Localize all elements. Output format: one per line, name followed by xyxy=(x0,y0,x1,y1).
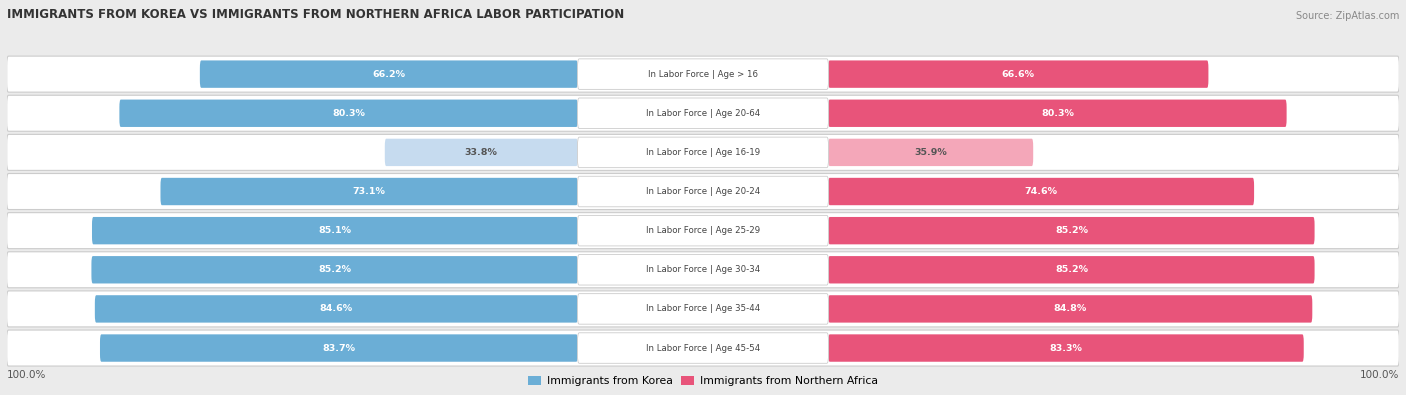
FancyBboxPatch shape xyxy=(7,56,1399,92)
FancyBboxPatch shape xyxy=(7,252,1399,288)
FancyBboxPatch shape xyxy=(578,293,828,324)
Text: 73.1%: 73.1% xyxy=(353,187,385,196)
FancyBboxPatch shape xyxy=(160,178,578,205)
Text: Source: ZipAtlas.com: Source: ZipAtlas.com xyxy=(1296,11,1399,21)
FancyBboxPatch shape xyxy=(578,98,828,128)
Text: 80.3%: 80.3% xyxy=(1040,109,1074,118)
Text: In Labor Force | Age 45-54: In Labor Force | Age 45-54 xyxy=(645,344,761,353)
FancyBboxPatch shape xyxy=(7,134,1399,170)
FancyBboxPatch shape xyxy=(100,334,578,362)
FancyBboxPatch shape xyxy=(91,217,578,245)
Text: 84.6%: 84.6% xyxy=(319,305,353,313)
Text: 100.0%: 100.0% xyxy=(7,370,46,380)
FancyBboxPatch shape xyxy=(7,330,1399,366)
Text: 35.9%: 35.9% xyxy=(914,148,948,157)
FancyBboxPatch shape xyxy=(94,295,578,323)
Legend: Immigrants from Korea, Immigrants from Northern Africa: Immigrants from Korea, Immigrants from N… xyxy=(524,371,882,391)
Text: 66.2%: 66.2% xyxy=(373,70,405,79)
FancyBboxPatch shape xyxy=(828,256,1315,284)
Text: In Labor Force | Age 20-24: In Labor Force | Age 20-24 xyxy=(645,187,761,196)
FancyBboxPatch shape xyxy=(385,139,578,166)
Text: 33.8%: 33.8% xyxy=(465,148,498,157)
Text: 85.2%: 85.2% xyxy=(1054,265,1088,274)
Text: In Labor Force | Age 16-19: In Labor Force | Age 16-19 xyxy=(645,148,761,157)
Text: In Labor Force | Age 30-34: In Labor Force | Age 30-34 xyxy=(645,265,761,274)
FancyBboxPatch shape xyxy=(578,176,828,207)
FancyBboxPatch shape xyxy=(828,295,1312,323)
FancyBboxPatch shape xyxy=(120,100,578,127)
FancyBboxPatch shape xyxy=(7,95,1399,131)
FancyBboxPatch shape xyxy=(578,333,828,363)
FancyBboxPatch shape xyxy=(578,137,828,167)
FancyBboxPatch shape xyxy=(828,139,1033,166)
FancyBboxPatch shape xyxy=(578,59,828,89)
Text: 85.2%: 85.2% xyxy=(1054,226,1088,235)
Text: 84.8%: 84.8% xyxy=(1053,305,1087,313)
FancyBboxPatch shape xyxy=(828,217,1315,245)
Text: In Labor Force | Age 20-64: In Labor Force | Age 20-64 xyxy=(645,109,761,118)
Text: In Labor Force | Age > 16: In Labor Force | Age > 16 xyxy=(648,70,758,79)
FancyBboxPatch shape xyxy=(7,213,1399,248)
Text: 100.0%: 100.0% xyxy=(1360,370,1399,380)
Text: In Labor Force | Age 25-29: In Labor Force | Age 25-29 xyxy=(645,226,761,235)
FancyBboxPatch shape xyxy=(828,334,1303,362)
Text: 83.7%: 83.7% xyxy=(322,344,356,353)
Text: In Labor Force | Age 35-44: In Labor Force | Age 35-44 xyxy=(645,305,761,313)
Text: 80.3%: 80.3% xyxy=(332,109,366,118)
FancyBboxPatch shape xyxy=(578,215,828,246)
Text: IMMIGRANTS FROM KOREA VS IMMIGRANTS FROM NORTHERN AFRICA LABOR PARTICIPATION: IMMIGRANTS FROM KOREA VS IMMIGRANTS FROM… xyxy=(7,8,624,21)
FancyBboxPatch shape xyxy=(7,173,1399,209)
Text: 74.6%: 74.6% xyxy=(1025,187,1057,196)
Text: 85.2%: 85.2% xyxy=(318,265,352,274)
FancyBboxPatch shape xyxy=(91,256,578,284)
FancyBboxPatch shape xyxy=(828,60,1208,88)
Text: 85.1%: 85.1% xyxy=(318,226,352,235)
FancyBboxPatch shape xyxy=(7,291,1399,327)
FancyBboxPatch shape xyxy=(828,100,1286,127)
Text: 66.6%: 66.6% xyxy=(1002,70,1035,79)
Text: 83.3%: 83.3% xyxy=(1049,344,1083,353)
FancyBboxPatch shape xyxy=(578,254,828,285)
FancyBboxPatch shape xyxy=(828,178,1254,205)
FancyBboxPatch shape xyxy=(200,60,578,88)
